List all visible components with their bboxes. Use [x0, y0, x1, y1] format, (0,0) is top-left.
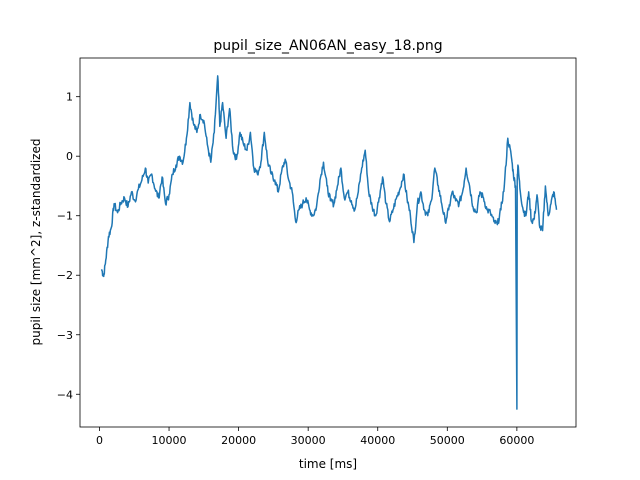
- chart-title: pupil_size_AN06AN_easy_18.png: [213, 38, 442, 54]
- axes-frame: [79, 57, 577, 428]
- x-tick-label: 50000: [430, 434, 465, 447]
- y-tick-label: −3: [57, 329, 73, 342]
- y-axis-label: pupil size [mm^2], z-standardized: [29, 139, 43, 346]
- y-tick-label: 0: [66, 150, 73, 163]
- x-tick-label: 0: [96, 434, 103, 447]
- x-tick-label: 20000: [221, 434, 256, 447]
- x-tick-label: 30000: [291, 434, 326, 447]
- y-axis: 1 0 −1 −2 −3 −4: [57, 91, 80, 401]
- y-tick-label: −1: [57, 210, 73, 223]
- y-tick-label: −2: [57, 269, 73, 282]
- x-tick-label: 60000: [499, 434, 534, 447]
- x-axis-label: time [ms]: [299, 457, 357, 471]
- x-tick-label: 10000: [152, 434, 187, 447]
- x-axis: 0 10000 20000 30000 40000 50000 60000: [96, 427, 534, 447]
- x-tick-label: 40000: [360, 434, 395, 447]
- series-line: [100, 75, 558, 410]
- plot-area: [100, 75, 558, 410]
- y-tick-label: 1: [66, 91, 73, 104]
- y-tick-label: −4: [57, 388, 73, 401]
